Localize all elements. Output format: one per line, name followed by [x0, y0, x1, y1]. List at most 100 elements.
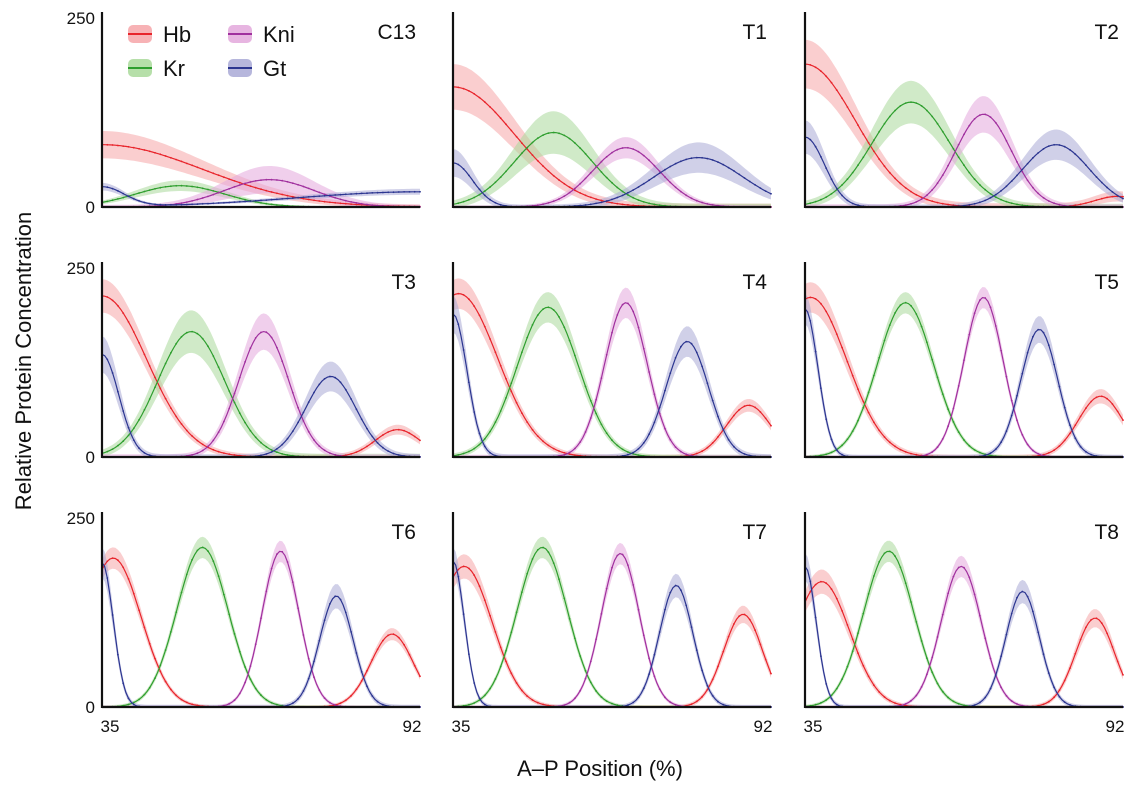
- data-point-hb: [180, 160, 183, 163]
- data-point-kni: [600, 160, 603, 163]
- data-point-kr: [973, 449, 976, 451]
- data-point-hb: [408, 432, 411, 435]
- data-point-hb: [170, 407, 172, 409]
- data-point-kr: [233, 633, 236, 635]
- data-point-gt: [355, 192, 358, 195]
- data-point-hb: [122, 312, 125, 314]
- data-point-kr: [547, 132, 550, 135]
- data-point-kni: [265, 590, 268, 593]
- data-point-hb: [510, 672, 513, 675]
- data-point-kr: [201, 546, 204, 549]
- data-point-hb: [419, 439, 421, 442]
- data-point-gt: [1037, 328, 1040, 331]
- data-point-kr: [170, 185, 172, 188]
- data-point-kni: [941, 174, 944, 177]
- data-point-gt: [323, 377, 326, 380]
- data-point-hb: [814, 583, 817, 586]
- data-point-gt: [722, 428, 725, 431]
- data-point-kr: [138, 698, 141, 701]
- data-point-kr: [862, 156, 865, 159]
- data-point-hb: [106, 296, 109, 298]
- data-point-gt: [403, 191, 405, 193]
- data-point-hb: [148, 365, 151, 367]
- data-point-hb: [1074, 204, 1077, 207]
- data-point-hb: [1106, 632, 1108, 635]
- data-point-gt: [770, 192, 772, 195]
- data-point-hb: [515, 135, 518, 138]
- data-point-kr: [499, 665, 502, 668]
- data-point-kni: [318, 191, 321, 194]
- data-point-hb: [233, 180, 236, 182]
- data-point-kr: [994, 196, 997, 199]
- data-point-hb: [350, 453, 352, 455]
- data-point-kr: [825, 453, 828, 456]
- data-point-gt: [382, 446, 384, 449]
- data-point-hb: [281, 193, 284, 196]
- data-point-kr: [265, 202, 268, 205]
- data-point-hb: [392, 633, 395, 636]
- data-point-hb: [547, 170, 550, 173]
- data-point-kr: [191, 330, 194, 333]
- data-point-gt: [387, 450, 390, 452]
- data-point-gt: [286, 704, 289, 707]
- data-point-hb: [820, 580, 822, 583]
- data-point-kr: [873, 575, 875, 577]
- data-point-kni: [334, 453, 337, 456]
- data-point-gt: [286, 437, 289, 440]
- band-kni: [805, 555, 1123, 707]
- data-point-gt: [473, 682, 476, 684]
- data-point-hb: [462, 294, 465, 296]
- data-point-hb: [1106, 397, 1108, 400]
- data-point-kr: [122, 196, 125, 199]
- data-point-kni: [595, 166, 597, 169]
- data-point-kr: [846, 665, 849, 668]
- data-point-hb: [344, 202, 347, 205]
- data-point-hb: [489, 338, 491, 340]
- data-point-hb: [727, 635, 730, 638]
- data-point-hb: [542, 703, 544, 706]
- data-point-gt: [1053, 363, 1055, 366]
- data-point-gt: [148, 454, 151, 457]
- data-point-kni: [931, 656, 934, 659]
- data-point-kr: [941, 130, 944, 133]
- data-point-kni: [313, 439, 315, 441]
- data-point-hb: [397, 428, 400, 431]
- x-tick-label: 35: [452, 717, 471, 736]
- data-point-hb: [825, 582, 828, 585]
- data-point-gt: [627, 704, 629, 706]
- data-point-kr: [888, 324, 891, 326]
- data-point-kni: [270, 336, 273, 339]
- data-point-kr: [238, 197, 241, 200]
- data-point-kr: [910, 601, 912, 603]
- data-point-kr: [632, 196, 635, 199]
- data-point-kni: [669, 438, 672, 441]
- data-point-kni: [196, 198, 199, 201]
- data-point-hb: [717, 665, 719, 668]
- data-point-kni: [217, 191, 220, 194]
- data-point-gt: [344, 193, 347, 196]
- data-point-gt: [1005, 185, 1008, 188]
- panel-t8: T8 35 92: [804, 512, 1124, 736]
- data-point-kr: [228, 194, 231, 197]
- data-point-hb: [228, 453, 231, 456]
- data-point-kni: [286, 180, 289, 183]
- data-point-hb: [473, 574, 476, 577]
- data-point-gt: [339, 193, 342, 196]
- data-point-kr: [175, 611, 178, 614]
- data-point-gt: [1047, 672, 1050, 674]
- data-point-hb: [851, 115, 854, 117]
- data-point-kr: [217, 366, 220, 369]
- data-point-kni: [1005, 375, 1008, 378]
- data-point-kr: [175, 342, 178, 345]
- data-point-gt: [297, 421, 299, 424]
- data-point-kr: [180, 335, 183, 338]
- data-point-kr: [132, 193, 135, 196]
- data-point-hb: [164, 155, 167, 157]
- data-point-hb: [233, 454, 236, 456]
- data-point-gt: [748, 180, 751, 183]
- data-point-gt: [600, 201, 603, 204]
- data-point-gt: [281, 443, 284, 446]
- data-point-kr: [584, 152, 587, 155]
- data-point-kni: [627, 146, 629, 149]
- data-point-kr: [132, 427, 135, 430]
